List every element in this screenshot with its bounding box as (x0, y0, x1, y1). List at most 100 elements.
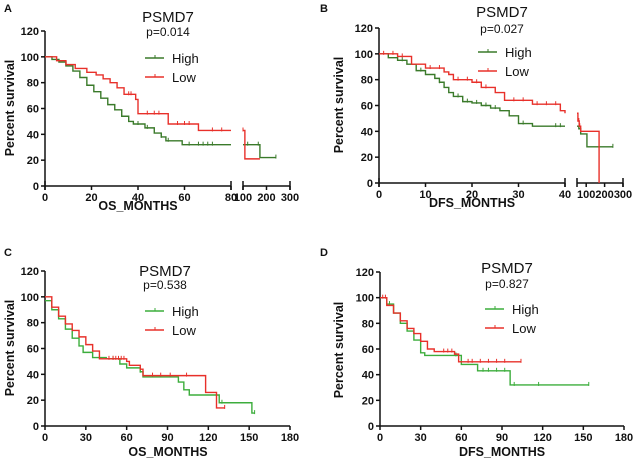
y-tick-label: 100 (356, 293, 374, 305)
y-tick-label: 20 (27, 155, 39, 167)
x-tick-label: 0 (42, 432, 48, 444)
chart-title: PSMD7 (476, 4, 528, 21)
y-axis-label: Percent survival (3, 60, 17, 157)
y-tick-label: 100 (21, 52, 39, 64)
x-tick-label: 30 (80, 432, 92, 444)
x-tick-label: 60 (121, 432, 133, 444)
chart-title: PSMD7 (481, 260, 533, 277)
x-tick-label: 150 (574, 432, 592, 444)
x-tick-label: 60 (455, 432, 467, 444)
series-high (379, 53, 614, 148)
panel-label: D (320, 247, 328, 259)
panel-b: B 0 20 40 60 80 100 120 Percent survival 0 10 20 30 4… (320, 3, 632, 210)
x-axis-label: DFS_MONTHS (459, 445, 545, 459)
x-tick-label: 20 (85, 192, 97, 204)
y-tick-label: 0 (33, 181, 39, 193)
y-tick-label: 100 (21, 292, 39, 304)
x-tick-label: 150 (240, 432, 258, 444)
series-low (45, 296, 226, 409)
survival-curve-low (243, 129, 260, 160)
x-tick-label: 300 (614, 189, 632, 201)
y-tick-label: 40 (361, 126, 373, 138)
series-low (379, 50, 600, 183)
panel-c: C 0 20 40 60 80 100 120 Percent survival 0 30 60 90 1… (3, 247, 299, 459)
y-axis-label: Percent survival (332, 57, 346, 154)
y-tick-label: 80 (27, 78, 39, 90)
x-tick-label: 90 (161, 432, 173, 444)
survival-curve-low (577, 112, 600, 183)
series-high (380, 296, 590, 386)
x-tick-label: 80 (225, 192, 237, 204)
x-tick-label: 10 (419, 189, 431, 201)
p-value: p=0.538 (143, 278, 187, 292)
x-tick-label: 40 (132, 192, 144, 204)
x-tick-label: 0 (42, 192, 48, 204)
survival-curve-low (380, 296, 521, 363)
y-tick-label: 60 (27, 344, 39, 356)
y-tick-label: 80 (27, 318, 39, 330)
y-tick-label: 120 (355, 23, 373, 35)
survival-curve-low (379, 53, 566, 114)
x-tick-label: 90 (496, 432, 508, 444)
panel-label: A (4, 3, 12, 15)
y-tick-label: 80 (361, 75, 373, 87)
x-tick-label: 40 (559, 189, 571, 201)
panel-d: D 0 20 40 60 80 100 120 Percent survival 0 30 60 90 1… (320, 247, 633, 459)
p-value: p=0.014 (146, 25, 190, 39)
x-tick-label: 20 (466, 189, 478, 201)
survival-curve-low (45, 56, 231, 132)
y-tick-label: 80 (362, 318, 374, 330)
x-tick-label: 100 (577, 189, 595, 201)
p-value: p=0.827 (485, 277, 529, 291)
survival-curve-high (380, 296, 589, 386)
series-low (45, 56, 260, 160)
y-tick-label: 120 (21, 26, 39, 38)
x-tick-label: 200 (595, 189, 613, 201)
x-tick-label: 200 (257, 192, 275, 204)
legend-label: High (172, 51, 199, 66)
y-tick-label: 60 (27, 104, 39, 116)
legend-label: High (512, 302, 539, 317)
y-tick-label: 40 (362, 370, 374, 382)
survival-curve-high (379, 53, 565, 127)
y-tick-label: 100 (355, 49, 373, 61)
x-tick-label: 120 (199, 432, 217, 444)
x-tick-label: 180 (615, 432, 633, 444)
survival-curve-high (243, 143, 276, 159)
series-high (45, 300, 256, 415)
x-tick-label: 0 (377, 432, 383, 444)
y-tick-label: 40 (27, 129, 39, 141)
y-axis-label: Percent survival (3, 300, 17, 397)
p-value: p=0.027 (480, 22, 524, 36)
chart-title: PSMD7 (139, 263, 191, 280)
y-tick-label: 120 (21, 266, 39, 278)
legend-label: Low (172, 70, 196, 85)
x-tick-label: 180 (281, 432, 299, 444)
legend-label: Low (505, 64, 529, 79)
panel-label: C (4, 247, 12, 259)
x-tick-label: 30 (512, 189, 524, 201)
x-tick-label: 30 (415, 432, 427, 444)
y-tick-label: 0 (33, 421, 39, 433)
survival-curve-low (45, 296, 225, 409)
legend-label: High (172, 304, 199, 319)
panel-label: B (320, 3, 328, 15)
x-axis-label: OS_MONTHS (98, 199, 177, 213)
x-tick-label: 300 (281, 192, 299, 204)
y-tick-label: 0 (367, 178, 373, 190)
chart-title: PSMD7 (142, 9, 194, 26)
y-tick-label: 0 (368, 421, 374, 433)
y-tick-label: 20 (27, 395, 39, 407)
x-tick-label: 100 (234, 192, 252, 204)
survival-curve-high (45, 56, 231, 146)
y-tick-label: 60 (361, 101, 373, 113)
y-tick-label: 40 (27, 369, 39, 381)
y-tick-label: 60 (362, 344, 374, 356)
legend-label: Low (512, 321, 536, 336)
y-axis-label: Percent survival (332, 302, 346, 399)
x-tick-label: 0 (376, 189, 382, 201)
series-low (380, 294, 522, 363)
survival-curve-high (577, 125, 613, 148)
